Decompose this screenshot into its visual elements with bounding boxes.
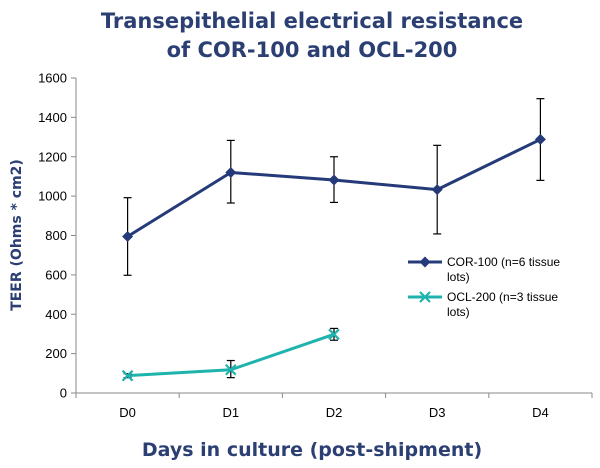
- x-axis-label: Days in culture (post-shipment): [142, 439, 482, 461]
- legend-label: lots): [447, 270, 470, 284]
- x-tick-label: D4: [532, 405, 549, 420]
- data-point: [225, 167, 237, 178]
- y-tick-label: 400: [45, 307, 67, 322]
- data-point: [121, 369, 134, 382]
- series-layer: [121, 98, 546, 382]
- y-tick-label: 1600: [38, 71, 67, 86]
- marker-x-stroke: [121, 369, 134, 382]
- data-point: [431, 184, 443, 196]
- x-tick-label: D0: [119, 405, 136, 420]
- legend-label: OCL-200 (n=3 tissue: [447, 290, 558, 304]
- y-tick-label: 200: [45, 346, 67, 361]
- legend-marker: [419, 291, 431, 303]
- axes: 0 200 400 600 800 1000 1200 1400 1600 D0 D1 D2 D3 D4: [38, 71, 593, 420]
- data-point: [534, 133, 546, 145]
- data-point: [225, 363, 237, 376]
- y-tick-label: 800: [45, 228, 67, 243]
- chart-title-line-1: Transepithelial electrical resistance: [101, 9, 523, 33]
- data-point: [122, 230, 134, 242]
- legend-label: COR-100 (n=6 tissue: [447, 255, 560, 269]
- legend-label: lots): [447, 305, 470, 319]
- y-tick-label: 1200: [38, 149, 67, 164]
- y-tick-label: 0: [60, 386, 67, 401]
- y-tick-label: 1000: [38, 189, 67, 204]
- y-tick-label: 1400: [38, 110, 67, 125]
- marker-x-stroke: [225, 363, 237, 376]
- y-tick-label: 600: [45, 267, 67, 282]
- marker-x-stroke: [328, 328, 340, 341]
- x-tick-label: D1: [222, 405, 239, 420]
- series-0: [122, 98, 546, 276]
- x-tick-label: D2: [326, 405, 343, 420]
- chart-title-line-2: of COR-100 and OCL-200: [167, 38, 458, 62]
- x-tick-label: D3: [429, 405, 446, 420]
- marker-x-stroke: [419, 291, 431, 303]
- series-1: [121, 327, 340, 382]
- data-point: [328, 174, 340, 186]
- legend-marker: [419, 256, 431, 268]
- data-point: [328, 328, 340, 341]
- y-axis-label: TEER (Ohms * cm2): [9, 159, 25, 311]
